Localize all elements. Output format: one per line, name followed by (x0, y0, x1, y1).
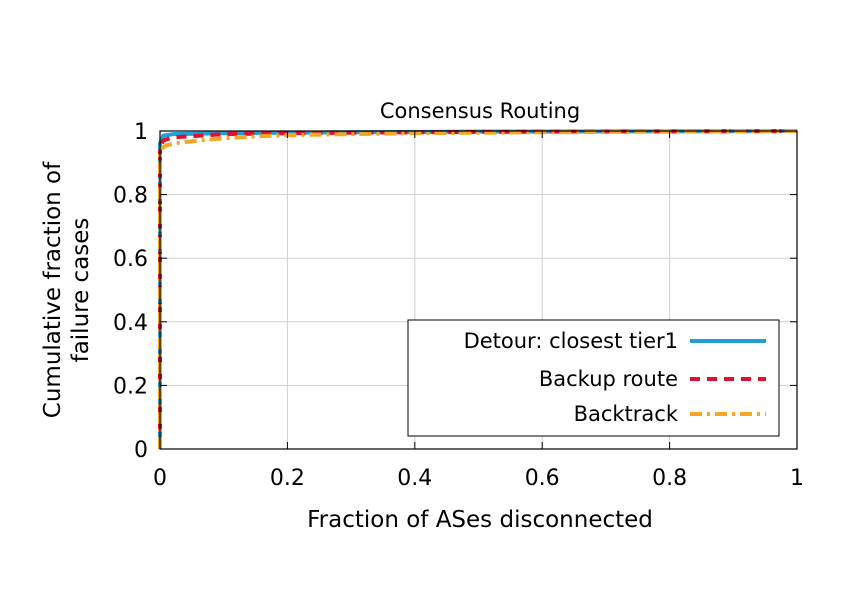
x-tick-label: 0 (153, 466, 167, 491)
legend-label-detour: Detour: closest tier1 (464, 329, 678, 353)
x-axis-title: Fraction of ASes disconnected (307, 507, 653, 533)
legend-label-backtrack: Backtrack (574, 402, 679, 426)
x-tick-label: 0.4 (397, 466, 432, 491)
y-tick-label: 0.6 (113, 247, 148, 272)
y-tick-label: 0.8 (113, 184, 148, 209)
y-axis-title-line-1: Cumulative fraction of (40, 161, 66, 418)
y-tick-label: 0 (134, 438, 148, 463)
series-line-2 (158, 129, 797, 449)
series-line-1 (158, 129, 798, 449)
legend: Detour: closest tier1 Backup route Backt… (407, 319, 780, 437)
y-tick-label: 0.2 (113, 374, 148, 399)
ticks (159, 130, 798, 450)
x-tick-label: 0.6 (525, 466, 560, 491)
plot-frame (159, 130, 798, 450)
x-tick-label: 0.2 (270, 466, 305, 491)
tick-labels: 0 0.2 0.4 0.6 0.8 1 0 0.2 0.4 0.6 0.8 1 (113, 120, 804, 491)
y-tick-label: 0.4 (113, 311, 148, 336)
legend-label-backup-route: Backup route (539, 367, 678, 391)
x-tick-label: 1 (790, 466, 804, 491)
chart-title: Consensus Routing (380, 99, 580, 123)
y-tick-label: 1 (134, 120, 148, 145)
y-axis-title: Cumulative fraction of failure cases (40, 161, 94, 418)
y-axis-title-line-2: failure cases (68, 218, 94, 363)
x-tick-label: 0.8 (652, 466, 687, 491)
